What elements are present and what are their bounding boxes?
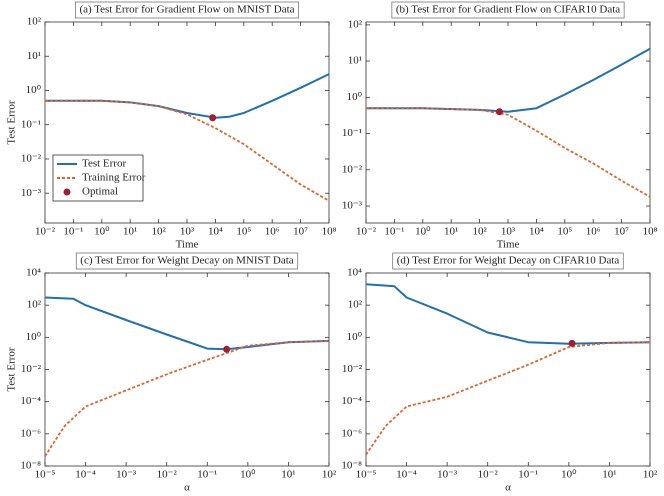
x-tick-label: 10⁰	[240, 469, 256, 481]
y-tick-label: 10²	[27, 16, 42, 28]
panel-title: (c) Test Error for Weight Decay on MNIST…	[80, 255, 294, 267]
y-tick-label: 10¹	[348, 55, 362, 67]
y-tick-label: 10⁻¹	[21, 118, 41, 130]
title-box	[392, 252, 624, 270]
plot-area	[365, 272, 651, 467]
x-tick-label: 10⁻²	[35, 226, 56, 238]
optimal-point	[568, 339, 576, 347]
x-tick-label: 10⁸	[322, 226, 337, 238]
y-tick-label: 10⁻⁶	[341, 427, 362, 439]
series-line	[365, 283, 651, 345]
x-tick-label: 10²	[472, 226, 487, 238]
x-tick-label: 10²	[643, 469, 658, 481]
x-tick-label: 10⁻⁵	[35, 469, 56, 481]
y-tick-label: 10⁰	[26, 331, 42, 343]
series-line	[45, 99, 330, 202]
y-tick-label: 10⁻⁴	[341, 395, 362, 407]
panel: (b) Test Error for Gradient Flow on CIFA…	[342, 1, 658, 251]
legend-marker	[63, 188, 71, 196]
x-tick-label: 10¹	[281, 469, 295, 481]
panel: (a) Test Error for Gradient Flow on MNIS…	[6, 1, 337, 251]
x-tick-label: 10⁸	[643, 226, 658, 238]
panel: (c) Test Error for Weight Decay on MNIST…	[6, 252, 337, 494]
x-tick-label: 10⁶	[265, 226, 280, 238]
optimal-point	[495, 108, 503, 116]
x-tick-label: 10⁻¹	[384, 226, 404, 238]
optimal-point	[209, 114, 217, 122]
x-tick-label: 10⁻³	[437, 469, 458, 481]
x-tick-label: 10¹	[602, 469, 616, 481]
x-axis-label: Time	[497, 239, 520, 251]
x-axis-label: α	[184, 482, 190, 494]
x-tick-label: 10⁷	[293, 226, 308, 238]
y-tick-label: 10⁰	[347, 91, 363, 103]
x-tick-label: 10²	[151, 226, 166, 238]
x-tick-label: 10⁻¹	[63, 226, 83, 238]
x-tick-label: 10⁵	[236, 226, 251, 238]
series-line	[44, 340, 330, 457]
legend-label: Test Error	[82, 158, 126, 170]
panel-title: (b) Test Error for Gradient Flow on CIFA…	[396, 4, 620, 16]
series-line	[366, 107, 651, 198]
plot-area	[365, 21, 651, 224]
y-tick-label: 10⁻²	[342, 163, 363, 175]
x-tick-label: 10⁻²	[356, 226, 377, 238]
y-tick-label: 10²	[348, 18, 363, 30]
x-tick-label: 10⁰	[415, 226, 431, 238]
x-tick-label: 10⁻⁵	[356, 469, 377, 481]
x-tick-label: 10⁻⁴	[396, 469, 417, 481]
y-tick-label: 10⁴	[26, 267, 41, 279]
panel-title: (d) Test Error for Weight Decay on CIFAR…	[397, 255, 620, 267]
y-tick-label: 10⁰	[26, 84, 42, 96]
x-tick-label: 10⁻²	[157, 469, 178, 481]
y-tick-label: 10⁴	[347, 267, 362, 279]
y-tick-label: 10⁻³	[21, 187, 42, 199]
x-tick-label: 10⁵	[557, 226, 572, 238]
y-tick-label: 10⁻⁸	[20, 460, 41, 472]
title-box	[75, 252, 299, 270]
panel-title: (a) Test Error for Gradient Flow on MNIS…	[79, 4, 294, 16]
y-axis-label: Test Error	[6, 347, 18, 391]
x-tick-label: 10³	[180, 226, 195, 238]
x-tick-label: 10⁻¹	[518, 469, 538, 481]
x-tick-label: 10⁻⁴	[75, 469, 96, 481]
x-tick-label: 10⁴	[208, 226, 223, 238]
x-axis-label: Time	[176, 239, 199, 251]
y-tick-label: 10¹	[27, 50, 41, 62]
y-tick-label: 10⁻²	[342, 363, 363, 375]
x-tick-label: 10¹	[123, 226, 137, 238]
y-tick-label: 10⁻¹	[342, 127, 362, 139]
y-tick-label: 10⁻²	[21, 153, 42, 165]
y-axis-label: Test Error	[6, 100, 18, 144]
x-tick-label: 10⁶	[586, 226, 601, 238]
legend-label: Optimal	[82, 186, 118, 198]
legend-label: Training Error	[82, 172, 146, 184]
x-tick-label: 10⁻²	[478, 469, 499, 481]
x-tick-label: 10⁷	[614, 226, 629, 238]
panel: (d) Test Error for Weight Decay on CIFAR…	[341, 252, 658, 494]
y-tick-label: 10⁻⁶	[20, 427, 41, 439]
y-tick-label: 10⁻⁸	[341, 460, 362, 472]
x-tick-label: 10⁴	[529, 226, 544, 238]
x-tick-label: 10³	[501, 226, 516, 238]
plot-area	[44, 272, 330, 467]
x-axis-label: α	[505, 482, 511, 494]
x-tick-label: 10¹	[444, 226, 458, 238]
title-box	[391, 1, 625, 19]
y-tick-label: 10⁻³	[342, 200, 363, 212]
x-tick-label: 10⁰	[561, 469, 577, 481]
y-tick-label: 10²	[348, 299, 363, 311]
x-tick-label: 10⁰	[94, 226, 110, 238]
y-tick-label: 10⁻⁴	[20, 395, 41, 407]
series-line	[44, 296, 330, 351]
optimal-point	[223, 345, 231, 353]
y-tick-label: 10⁻²	[21, 363, 42, 375]
y-tick-label: 10²	[27, 299, 42, 311]
x-tick-label: 10⁻³	[116, 469, 137, 481]
title-box	[75, 1, 299, 19]
x-tick-label: 10⁻¹	[197, 469, 217, 481]
y-tick-label: 10⁰	[347, 331, 363, 343]
x-tick-label: 10²	[322, 469, 337, 481]
